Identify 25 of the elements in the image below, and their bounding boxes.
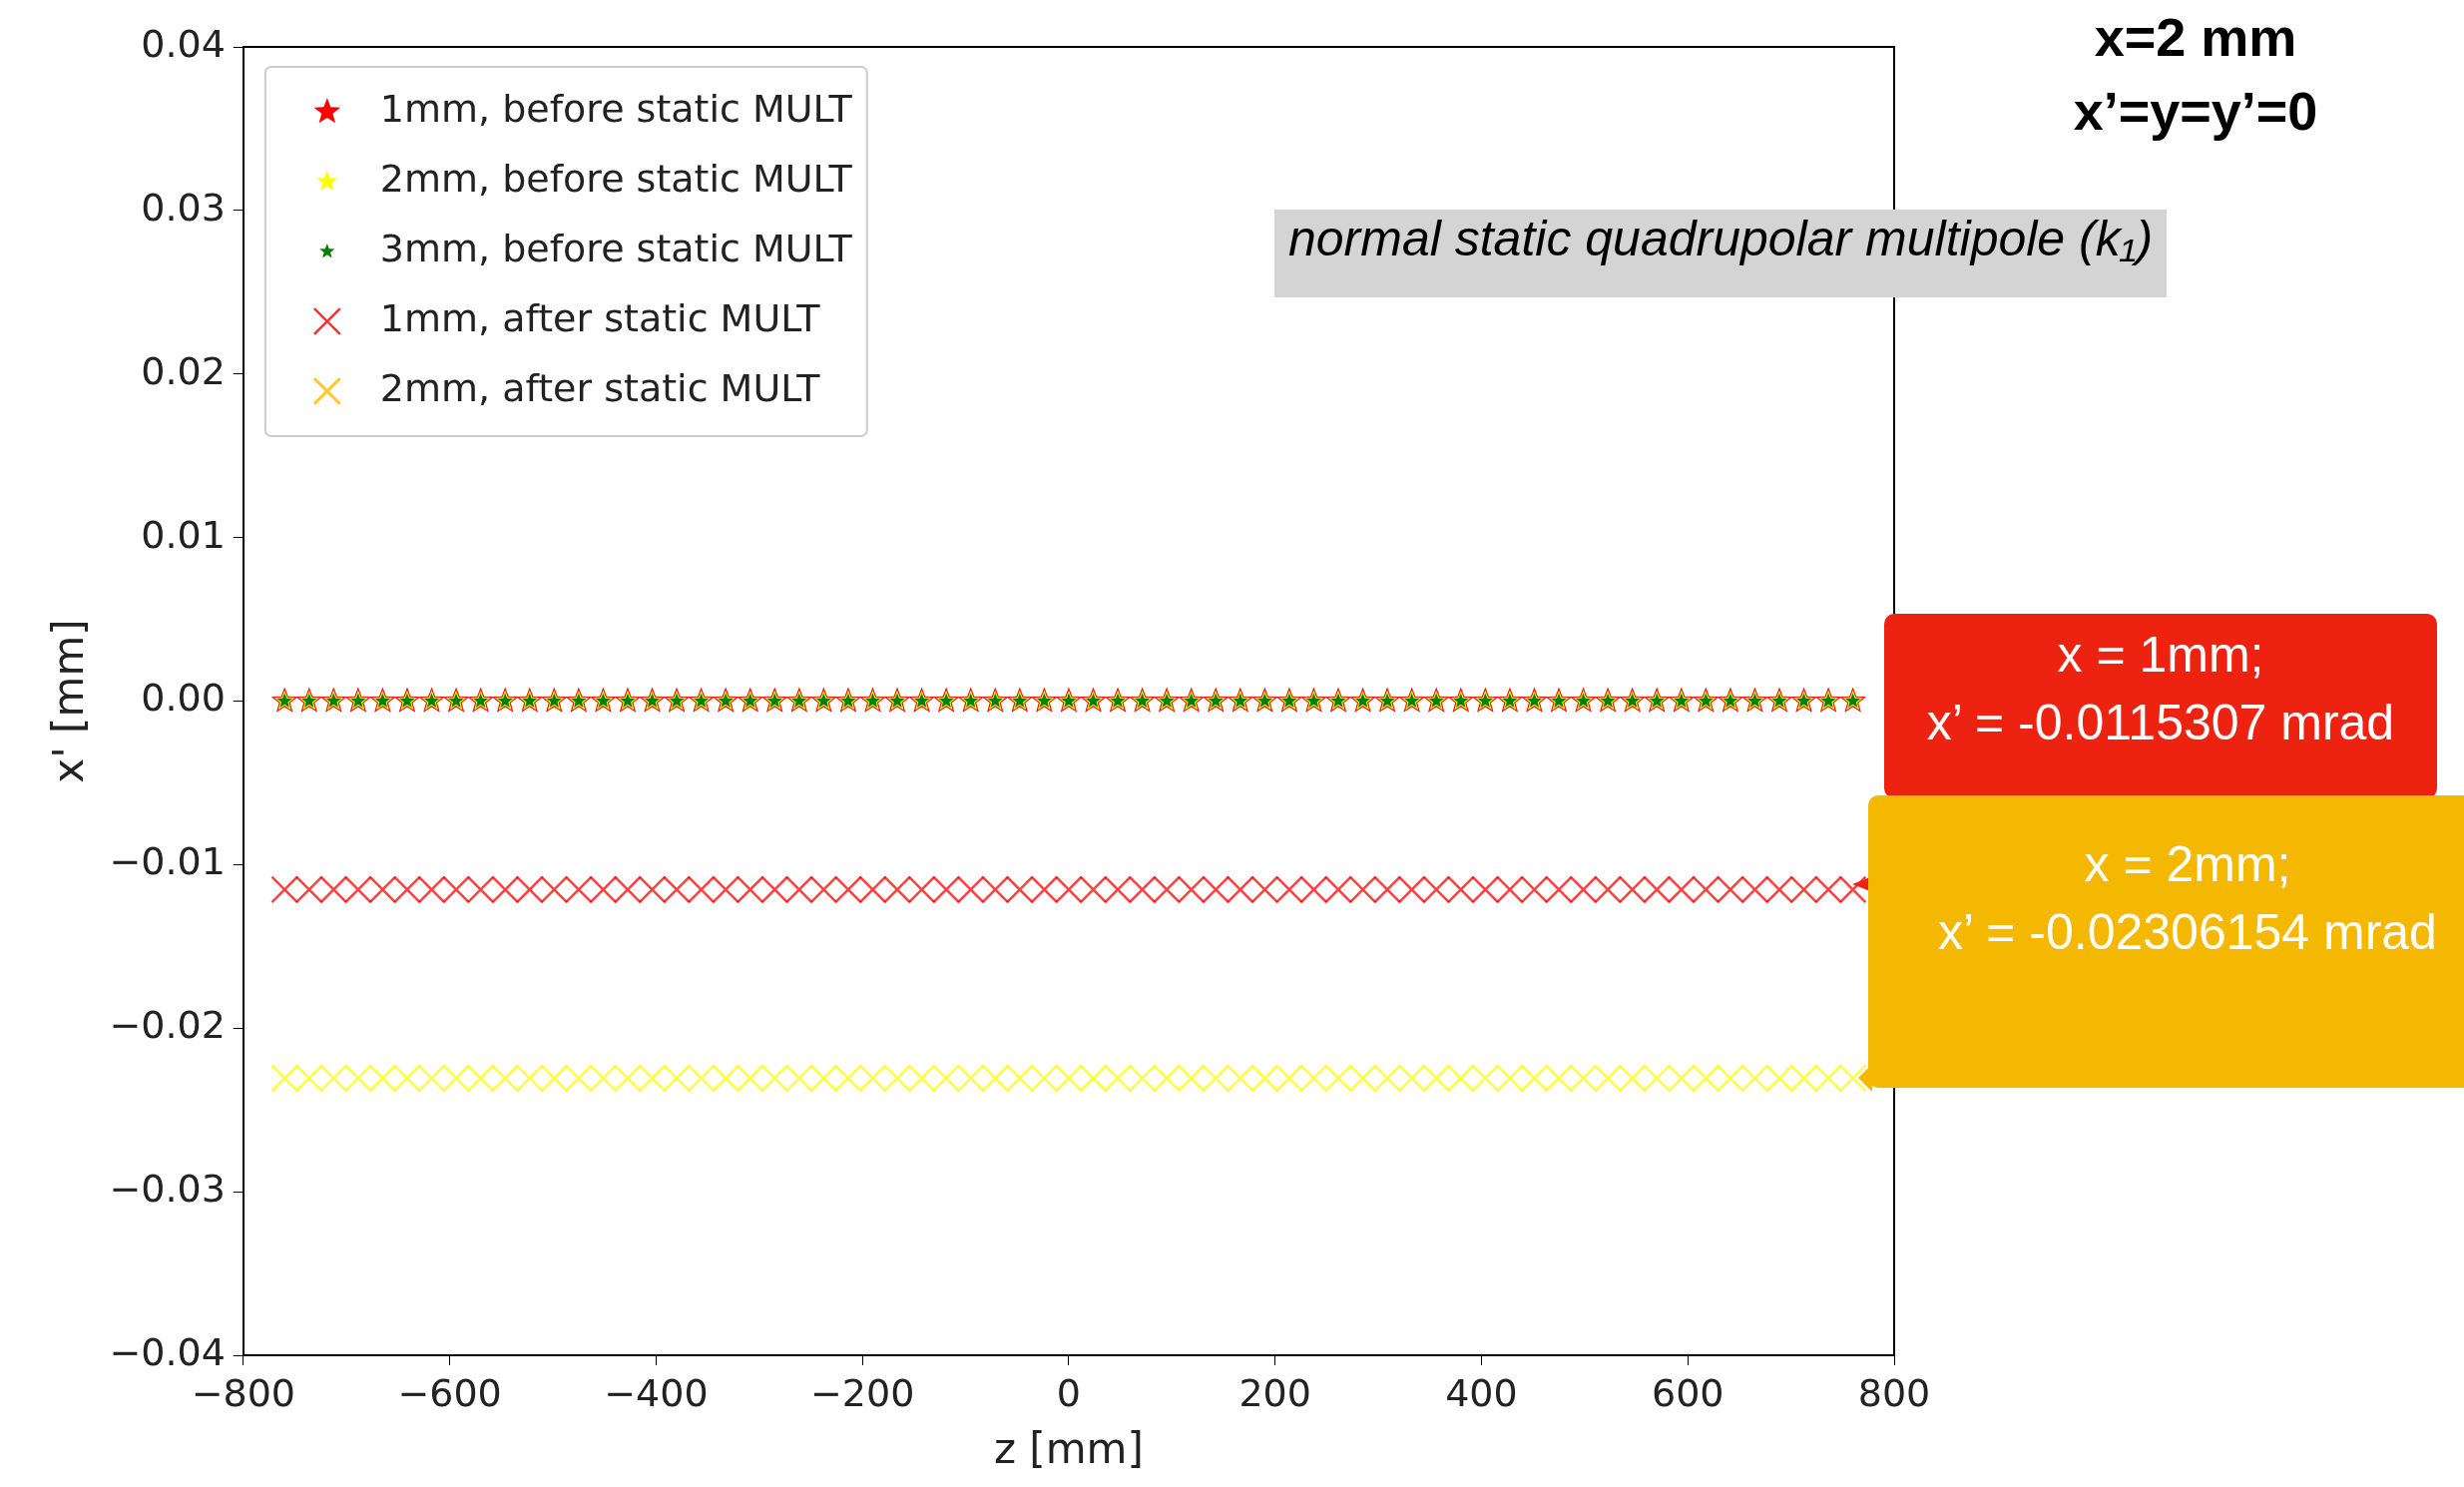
text: x=2 mm x’=y=y’=0 (2072, 6, 2319, 143)
y-tick-label: 0.04 (141, 21, 226, 66)
legend-label: 2mm, before static MULT (379, 156, 853, 201)
y-axis-title: x' [mm] (44, 619, 94, 783)
legend-label: 1mm, after static MULT (379, 295, 821, 340)
y-tick-label: 0.00 (141, 676, 226, 721)
legend-label: 3mm, before static MULT (379, 226, 853, 270)
y-tick-label: −0.03 (109, 1167, 226, 1211)
x-tick-label: 0 (1056, 1370, 1082, 1415)
x-tick-label: 800 (1857, 1370, 1931, 1415)
x-tick-label: −400 (604, 1370, 709, 1415)
legend-label: 2mm, after static MULT (379, 365, 821, 410)
legend-label: 1mm, before static MULT (379, 86, 853, 131)
x-tick-label: 600 (1651, 1370, 1725, 1415)
x-tick-label: 200 (1238, 1370, 1311, 1415)
y-tick-label: 0.03 (141, 185, 226, 230)
annotation: normal static quadrupolar multipole (k₁) (1274, 210, 2168, 297)
x-axis-title: z [mm] (993, 1423, 1144, 1473)
x-tick-label: −600 (397, 1370, 502, 1415)
y-tick-label: −0.02 (109, 1003, 226, 1048)
x-tick-label: −200 (809, 1370, 915, 1415)
y-tick-label: 0.01 (141, 512, 226, 557)
x-tick-label: 400 (1445, 1370, 1518, 1415)
y-tick-label: −0.01 (109, 839, 226, 884)
y-tick-label: 0.02 (141, 348, 226, 393)
